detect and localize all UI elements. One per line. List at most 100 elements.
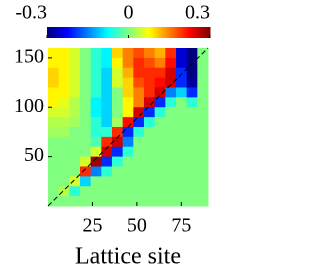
colorbar-segment [163, 27, 166, 38]
heatmap-cell [112, 127, 124, 138]
colorbar-segment [203, 27, 207, 38]
heatmap-cell [186, 77, 198, 88]
heatmap-cell [48, 57, 60, 69]
colorbar-segment [71, 27, 74, 38]
heatmap-cell [48, 67, 60, 79]
heatmap-cell [112, 186, 124, 197]
heatmap-cell [165, 196, 177, 207]
colorbar-segment [173, 27, 176, 38]
heatmap-cell [112, 67, 124, 79]
colorbar-segment [161, 27, 164, 38]
colorbar-segment [134, 27, 138, 38]
colorbar-segment [118, 27, 121, 38]
heatmap-cell [112, 87, 124, 98]
colorbar-segment [130, 27, 134, 38]
heatmap-cell [133, 57, 145, 69]
heatmap-cell [122, 136, 134, 148]
heatmap-cell [58, 127, 70, 138]
heatmap-cell [197, 146, 209, 158]
reference-line [47, 47, 209, 207]
heatmap-cell [112, 196, 124, 207]
heatmap-cell [90, 117, 102, 128]
heatmap-cell [176, 48, 188, 59]
heatmap-cell [133, 196, 145, 207]
colorbar-segment [167, 27, 170, 38]
heatmap-cell [186, 127, 198, 138]
heatmap-cell [165, 186, 177, 197]
colorbar-segment [55, 27, 58, 38]
heatmap-cell [101, 196, 113, 207]
heatmap-cell [69, 107, 81, 118]
heatmap-cell [133, 127, 145, 138]
heatmap-cell [101, 67, 113, 79]
heatmap-cell [58, 87, 70, 98]
colorbar-segment [83, 27, 87, 38]
heatmap-cell [101, 77, 113, 88]
colorbar-segment [191, 27, 195, 38]
heatmap-cell [101, 166, 113, 177]
heatmap-cell [69, 186, 81, 197]
heatmap-cell [186, 87, 198, 98]
heatmap-cell [144, 176, 156, 187]
colorbar-segment [97, 27, 101, 38]
heatmap-cell [186, 186, 198, 197]
heatmap-cell [165, 176, 177, 187]
heatmap-cell [154, 97, 166, 108]
heatmap-cell [101, 156, 113, 167]
colorbar-segment [189, 27, 193, 38]
heatmap-cell [176, 127, 188, 138]
colorbar-segment [146, 27, 150, 38]
colorbar-segment [99, 27, 103, 38]
heatmap-cell [165, 166, 177, 177]
colorbar-segment [63, 27, 66, 38]
heatmap-cell [133, 77, 145, 88]
heatmap-cell [69, 67, 81, 79]
heatmap-cell [112, 146, 124, 158]
heatmap-cell [80, 67, 92, 79]
heatmap-cell [133, 67, 145, 79]
colorbar-segment [51, 27, 54, 38]
heatmap-cell [80, 156, 92, 167]
colorbar-segment [95, 27, 99, 38]
heatmap-cell [90, 57, 102, 69]
heatmap-cell [154, 136, 166, 148]
colorbar-segment [112, 27, 115, 38]
heatmap-cell [58, 57, 70, 69]
heatmap-cell [112, 136, 124, 148]
heatmap-cell [154, 196, 166, 207]
heatmap-cell [58, 136, 70, 148]
heatmap-cell [90, 186, 102, 197]
colorbar-segment [59, 27, 62, 38]
colorbar-segment [185, 27, 189, 38]
heatmap-cell [48, 156, 60, 167]
heatmap-cell [112, 156, 124, 167]
heatmap-cell [133, 136, 145, 148]
heatmap-cell [48, 146, 60, 158]
heatmap-cell [101, 117, 113, 128]
colorbar-tick-label: 0.3 [185, 2, 210, 24]
heatmap-cell [154, 77, 166, 88]
heatmap-cell [186, 48, 198, 59]
heatmap-cell [144, 166, 156, 177]
heatmap-cell [48, 48, 60, 59]
heatmap-cell [90, 107, 102, 118]
heatmap-cell [69, 136, 81, 148]
heatmap-cell [80, 107, 92, 118]
y-tick-label: 100 [14, 95, 44, 117]
colorbar-segment [197, 27, 201, 38]
heatmap-cell [112, 97, 124, 108]
heatmap-cell [186, 117, 198, 128]
heatmap-cell [133, 117, 145, 128]
heatmap-cell [101, 176, 113, 187]
heatmap-cell [122, 117, 134, 128]
heatmap-cell [58, 97, 70, 108]
heatmap-cell [69, 117, 81, 128]
heatmap-cell [197, 196, 209, 207]
colorbar-tick-label: -0.3 [15, 2, 47, 24]
heatmap-cell [186, 107, 198, 118]
heatmap-cell [69, 176, 81, 187]
heatmap-cell [144, 196, 156, 207]
heatmap-cell [58, 107, 70, 118]
heatmap-cell [176, 176, 188, 187]
heatmap-cell [80, 57, 92, 69]
